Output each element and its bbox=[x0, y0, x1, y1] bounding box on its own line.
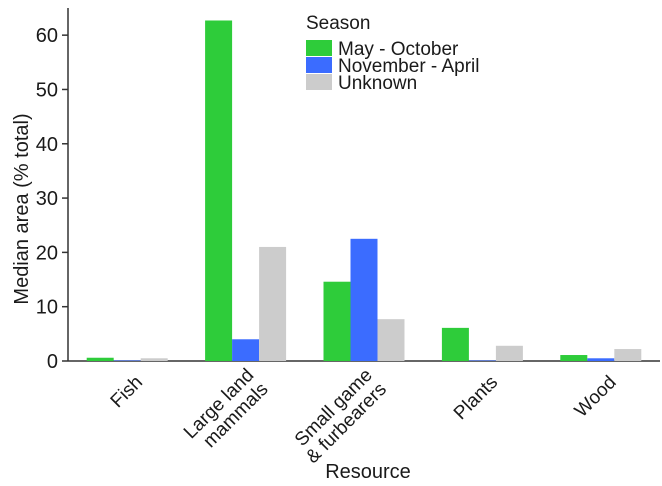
x-category-label-line: Fish bbox=[107, 372, 147, 412]
y-tick-label: 10 bbox=[36, 297, 58, 319]
y-tick-label: 60 bbox=[36, 25, 58, 47]
bars bbox=[86, 20, 642, 361]
bar bbox=[86, 357, 114, 361]
legend-label: November - April bbox=[338, 56, 480, 77]
x-category-label: Small game& furbearers bbox=[288, 365, 391, 468]
y-tick-label: 40 bbox=[36, 134, 58, 156]
y-tick-label: 20 bbox=[36, 242, 58, 264]
bar bbox=[587, 358, 615, 361]
bar bbox=[259, 246, 287, 361]
legend-swatch bbox=[306, 57, 332, 73]
legend-title: Season bbox=[306, 13, 370, 34]
x-category-label: Plants bbox=[450, 372, 502, 424]
x-category-label: Fish bbox=[107, 372, 147, 412]
x-category-label-line: Plants bbox=[450, 372, 502, 424]
x-category-label: Wood bbox=[571, 372, 621, 422]
bar bbox=[614, 349, 642, 361]
bar bbox=[560, 355, 588, 361]
bar bbox=[205, 20, 233, 361]
y-tick-label: 30 bbox=[36, 188, 58, 210]
bar bbox=[140, 358, 168, 361]
legend-label: May - October bbox=[338, 39, 459, 60]
legend-swatch bbox=[306, 74, 332, 90]
legend-label: Unknown bbox=[338, 73, 417, 94]
bar bbox=[113, 360, 141, 361]
x-category-label: Large landmammals bbox=[180, 365, 272, 457]
bar bbox=[323, 281, 351, 361]
x-axis-title: Resource bbox=[325, 461, 411, 483]
x-categories: Fish Large landmammals Small game& furbear… bbox=[107, 365, 621, 468]
bar bbox=[441, 327, 469, 361]
bar bbox=[495, 345, 523, 361]
bar bbox=[350, 238, 378, 361]
bar bbox=[232, 339, 260, 361]
y-tick-label: 50 bbox=[36, 79, 58, 101]
x-category-label-line: Wood bbox=[571, 372, 621, 422]
bar bbox=[377, 319, 405, 361]
y-tick-label: 0 bbox=[47, 351, 58, 373]
y-ticks: 0 10 20 30 40 50 60 bbox=[36, 25, 68, 373]
legend-swatch bbox=[306, 40, 332, 56]
bar bbox=[468, 360, 496, 361]
y-axis-title: Median area (% total) bbox=[11, 113, 33, 304]
